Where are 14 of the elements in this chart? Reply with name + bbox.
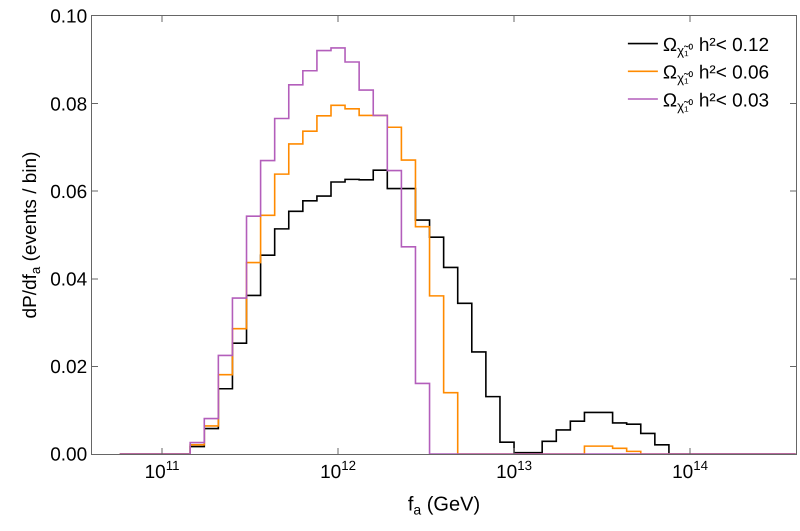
x-tick-label: 10$^{13}$ bbox=[496, 458, 532, 483]
y-tick-label: 0.00 bbox=[50, 444, 88, 466]
x-tick-label: 10$^{12}$ bbox=[320, 458, 356, 483]
y-tick-label: 0.08 bbox=[50, 94, 88, 116]
y-tick-label: 0.02 bbox=[50, 357, 88, 378]
y-tick-label: 0.04 bbox=[50, 269, 88, 290]
legend-label: Ω$_{χ̃₁⁰}$ h²< 0.03 bbox=[662, 90, 770, 114]
x-tick-label: 10$^{14}$ bbox=[672, 458, 708, 483]
y-tick-label: 0.06 bbox=[50, 182, 88, 203]
legend-label: Ω$_{χ̃₁⁰}$ h²< 0.12 bbox=[662, 35, 770, 58]
x-tick-label: 10$^{11}$ bbox=[144, 458, 180, 483]
x-axis-title: f$_{a}$ (GeV) bbox=[408, 493, 480, 518]
y-tick-label: 0.10 bbox=[50, 6, 88, 28]
legend-label: Ω$_{χ̃₁⁰}$ h²< 0.06 bbox=[662, 62, 770, 86]
